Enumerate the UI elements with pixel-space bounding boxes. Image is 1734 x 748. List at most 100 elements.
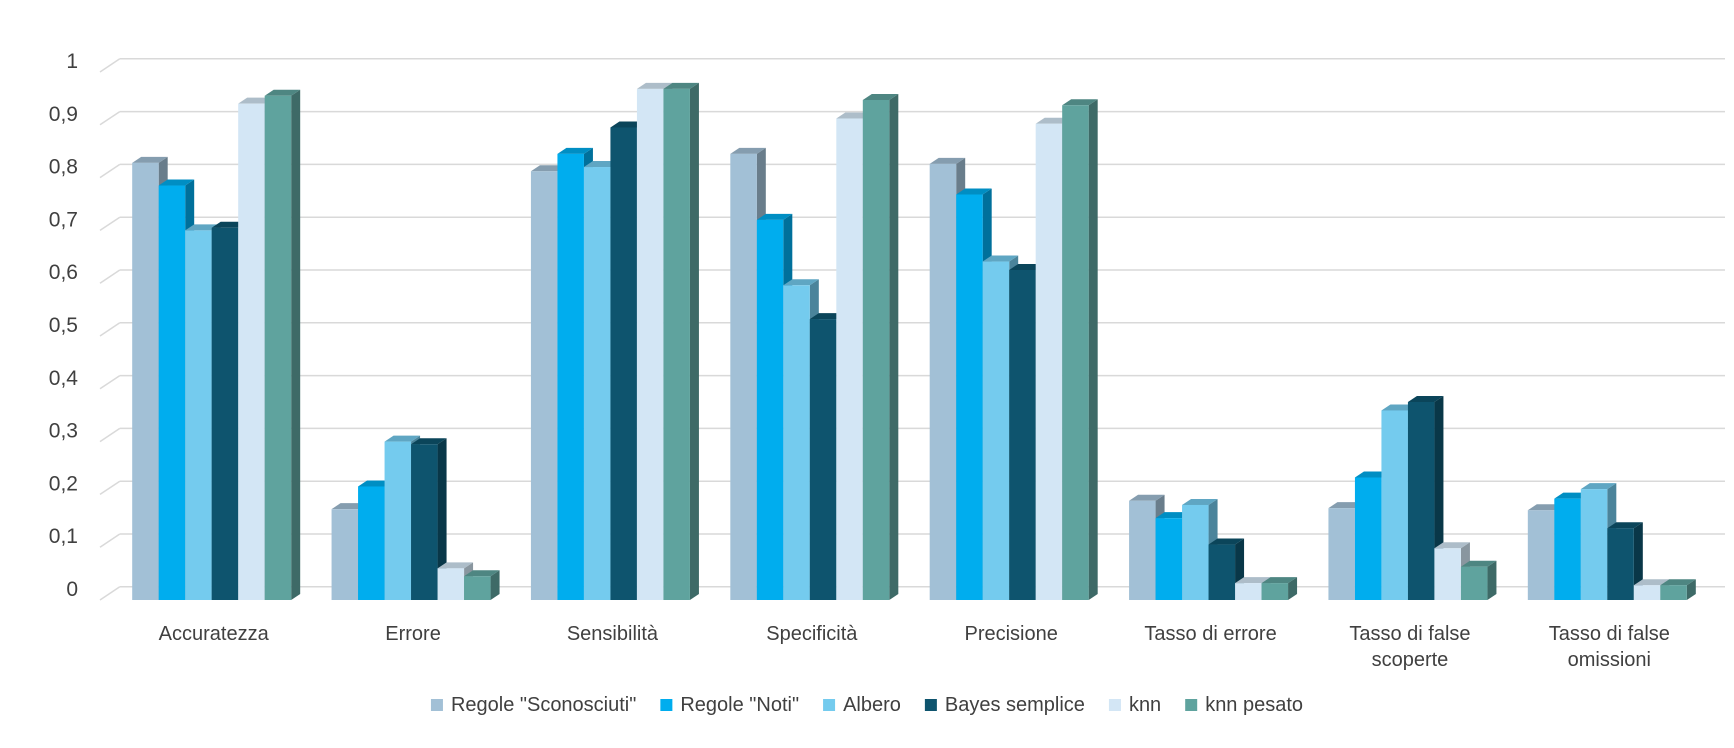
bar [1208,538,1245,600]
category-label: scoperte [1372,649,1449,671]
gridline-depth [99,163,121,179]
gridline-depth [99,58,121,73]
category-label: Tasso di false [1549,623,1670,645]
bar-side [437,438,447,600]
bar-front [929,163,957,600]
bar-front [1035,123,1063,600]
bar-side [1686,579,1696,600]
bar-top [557,147,593,154]
bar [1261,577,1298,600]
category-label: Sensibilità [567,623,659,645]
y-tick-label: 0,4 [49,367,79,390]
bar-front [1660,585,1687,600]
bar-front [1381,410,1408,600]
category-label: Precisione [964,623,1057,645]
legend-item: Regole "Noti" [660,694,799,716]
bar-side [1088,99,1098,600]
bar-top [464,570,500,577]
bar-front [1155,518,1183,600]
legend-swatch [1108,699,1121,711]
gridline-depth [99,427,121,443]
bar-top [956,188,992,195]
bar-top [1182,498,1218,505]
legend-item: Bayes semplice [924,694,1085,716]
gridline-depth [99,374,121,390]
bar-front [264,95,292,600]
y-tick-label: 0,2 [49,472,78,495]
bar-front [756,219,784,600]
bar-top [982,255,1019,262]
bar [411,438,447,600]
bar-front [411,444,438,600]
bar-top [1062,99,1098,106]
bar-front [384,441,412,600]
legend-swatch [660,699,673,711]
legend: Regole "Sconosciuti" Regole "Noti" Albero B… [430,694,1303,716]
bar-side [889,93,899,600]
gridline-depth [99,110,121,126]
bar-front [1527,510,1555,600]
bar-top [411,438,447,445]
bar-side [291,89,301,600]
bar [464,570,500,600]
legend-label: knn [1129,694,1161,716]
bar-front [358,486,385,600]
bar [1460,560,1497,600]
bar-top [756,213,793,220]
y-tick-label: 1 [66,50,78,73]
category-label: Specificità [766,623,858,645]
bar-top [783,279,819,286]
bar-top [636,82,673,89]
category-label: Tasso di errore [1144,623,1276,645]
category-label: Accuratezza [159,623,270,645]
bar-top [730,147,766,154]
bar-side [490,570,500,600]
bar-front [1235,583,1262,600]
legend-item: knn [1108,694,1161,716]
legend-label: Regole "Noti" [680,694,799,716]
bar-top [1607,522,1643,529]
bar-top [1407,396,1444,402]
bar-front [1407,402,1435,600]
bar-front [132,162,159,601]
bar-front [1328,508,1355,600]
bar-top [1235,577,1271,584]
bar-front [530,171,558,601]
bar-top [1660,579,1696,586]
bar-top [1129,494,1165,501]
bar [264,89,301,600]
y-tick-label: 0,6 [49,261,78,284]
legend-label: Albero [843,694,901,716]
bar-front [1354,477,1382,600]
gridline-depth [99,586,121,601]
bar-top [862,93,899,100]
bar-front [1062,105,1089,600]
bar-front [663,88,690,601]
y-tick-label: 0,1 [49,525,78,548]
bar-front [809,319,837,600]
bar-front [1554,498,1581,600]
bar [1062,99,1098,600]
y-tick-label: 0,7 [49,208,78,231]
bar-front [1182,504,1209,600]
category-label: omissioni [1568,649,1651,671]
bar-front [464,576,491,600]
legend-item: Regole "Sconosciuti" [430,694,636,716]
gridline-depth [99,322,121,337]
bar-front [610,127,637,600]
legend-swatch [823,699,836,711]
bar-front [1607,528,1634,600]
gridline-depth [99,216,121,232]
bar-front [1434,548,1461,600]
y-tick-label: 0,8 [49,156,78,179]
bar-top [437,562,474,569]
bar-front [1460,566,1488,600]
bar-front [185,230,212,600]
legend-item: Albero [823,694,901,716]
bar-top [929,157,966,164]
category-label: Errore [385,623,441,645]
gridline-depth [99,269,121,284]
bar-front [211,227,239,600]
bar-front [1129,500,1156,600]
